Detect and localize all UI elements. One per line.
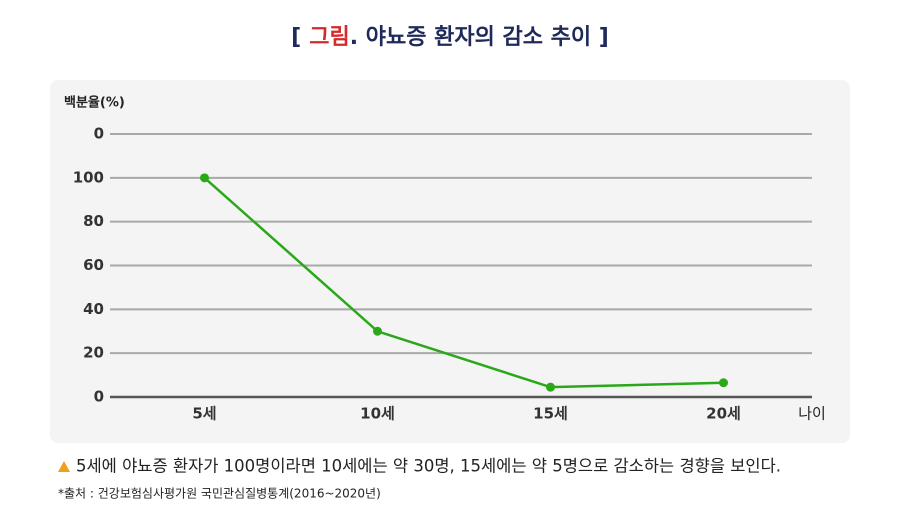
y-tick-label: 60 — [83, 256, 104, 274]
chart-title: [ 그림. 야뇨증 환자의 감소 추이 ] — [291, 25, 609, 50]
x-tick-label: 20세 — [706, 405, 741, 423]
x-tick-label: 10세 — [360, 405, 395, 423]
y-tick-label: 0 — [94, 388, 104, 406]
y-tick-label: 80 — [83, 212, 104, 230]
y-tick-label: 20 — [83, 344, 104, 362]
note-icon — [58, 461, 70, 472]
y-axis-label: 백분율(%) — [64, 95, 125, 111]
data-point — [373, 326, 382, 336]
title-highlight: 그림 — [309, 25, 349, 50]
y-tick-label: 100 — [73, 168, 104, 186]
y-tick-label: 0 — [94, 125, 104, 143]
note: 5세에 야뇨증 환자가 100명이라면 10세에는 약 30명, 15세에는 약… — [76, 457, 781, 476]
data-point — [546, 382, 555, 392]
data-point — [200, 173, 209, 183]
x-tick-label: 5세 — [192, 405, 216, 423]
title-rest: . 야뇨증 환자의 감소 추이 ] — [350, 25, 609, 50]
title-bracket: [ — [291, 25, 301, 50]
data-point — [719, 378, 728, 388]
x-axis-label: 나이 — [798, 405, 826, 423]
data-line — [203, 176, 724, 389]
source: *출처 : 건강보험심사평가원 국민관심질병통계(2016~2020년) — [58, 487, 381, 501]
y-tick-label: 40 — [83, 300, 104, 318]
x-tick-label: 15세 — [533, 405, 568, 423]
